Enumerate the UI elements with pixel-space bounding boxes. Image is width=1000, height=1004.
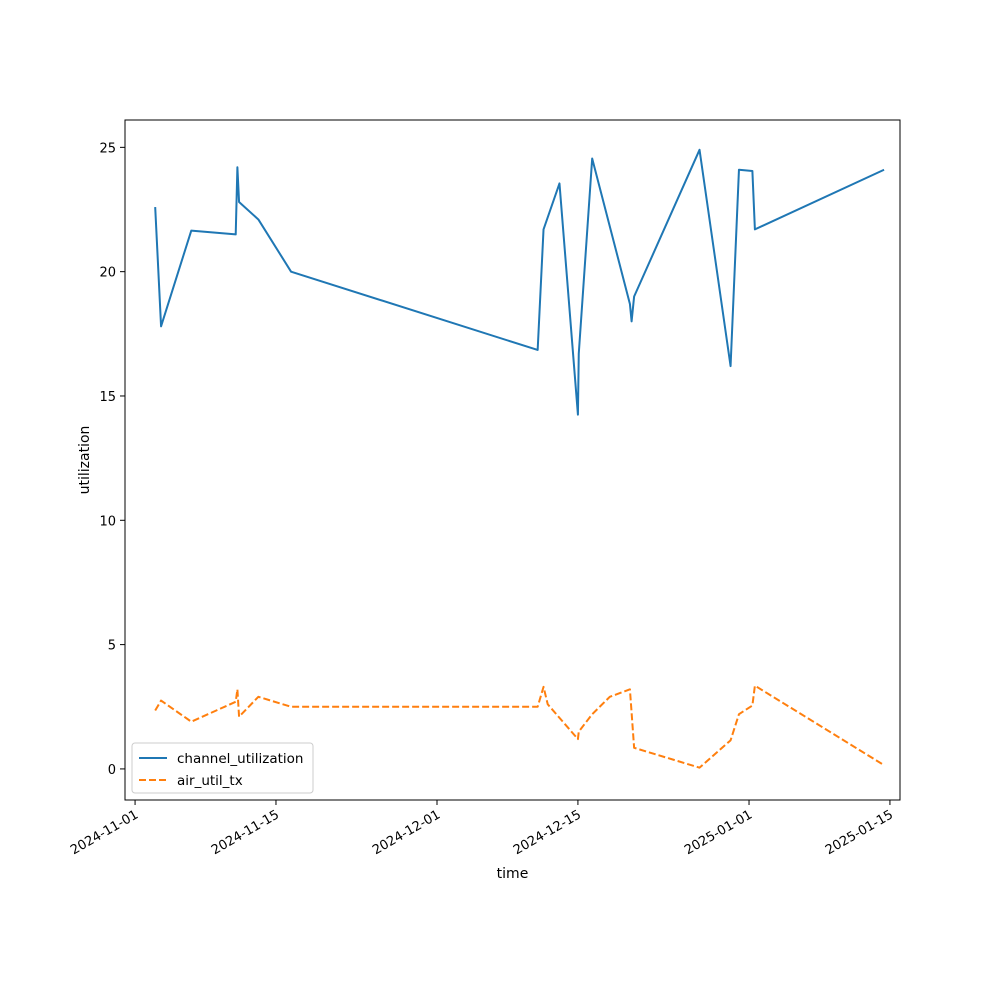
x-axis-label: time bbox=[497, 866, 529, 882]
legend-box bbox=[131, 742, 314, 794]
series-line-air-util-tx bbox=[154, 684, 885, 769]
legend-label: air_util_tx bbox=[177, 773, 243, 789]
x-tick-label: 2025-01-15 bbox=[823, 807, 896, 858]
x-tick-label: 2024-12-15 bbox=[511, 807, 584, 858]
y-axis-ticks: 0 5 10 15 20 25 bbox=[99, 141, 125, 778]
x-tick-label: 2024-11-01 bbox=[68, 807, 141, 858]
plot-area-frame bbox=[124, 119, 901, 801]
series-line-channel-utilization bbox=[154, 148, 885, 416]
x-tick-label: 2024-11-15 bbox=[209, 807, 282, 858]
series-layer bbox=[154, 148, 885, 769]
x-tick-label: 2024-12-01 bbox=[370, 807, 443, 858]
legend: channel_utilization air_util_tx bbox=[131, 742, 314, 794]
y-tick-label: 25 bbox=[99, 141, 116, 156]
legend-label: channel_utilization bbox=[177, 751, 304, 767]
x-axis-ticks: 2024-11-01 2024-11-15 2024-12-01 2024-12-15… bbox=[68, 800, 896, 858]
y-tick-label: 5 bbox=[108, 639, 116, 654]
y-tick-label: 15 bbox=[99, 390, 116, 405]
y-tick-label: 0 bbox=[108, 763, 116, 778]
x-tick-label: 2025-01-01 bbox=[682, 807, 755, 858]
y-axis-label: utilization bbox=[77, 426, 93, 495]
y-tick-label: 10 bbox=[99, 514, 116, 529]
y-tick-label: 20 bbox=[99, 266, 116, 281]
